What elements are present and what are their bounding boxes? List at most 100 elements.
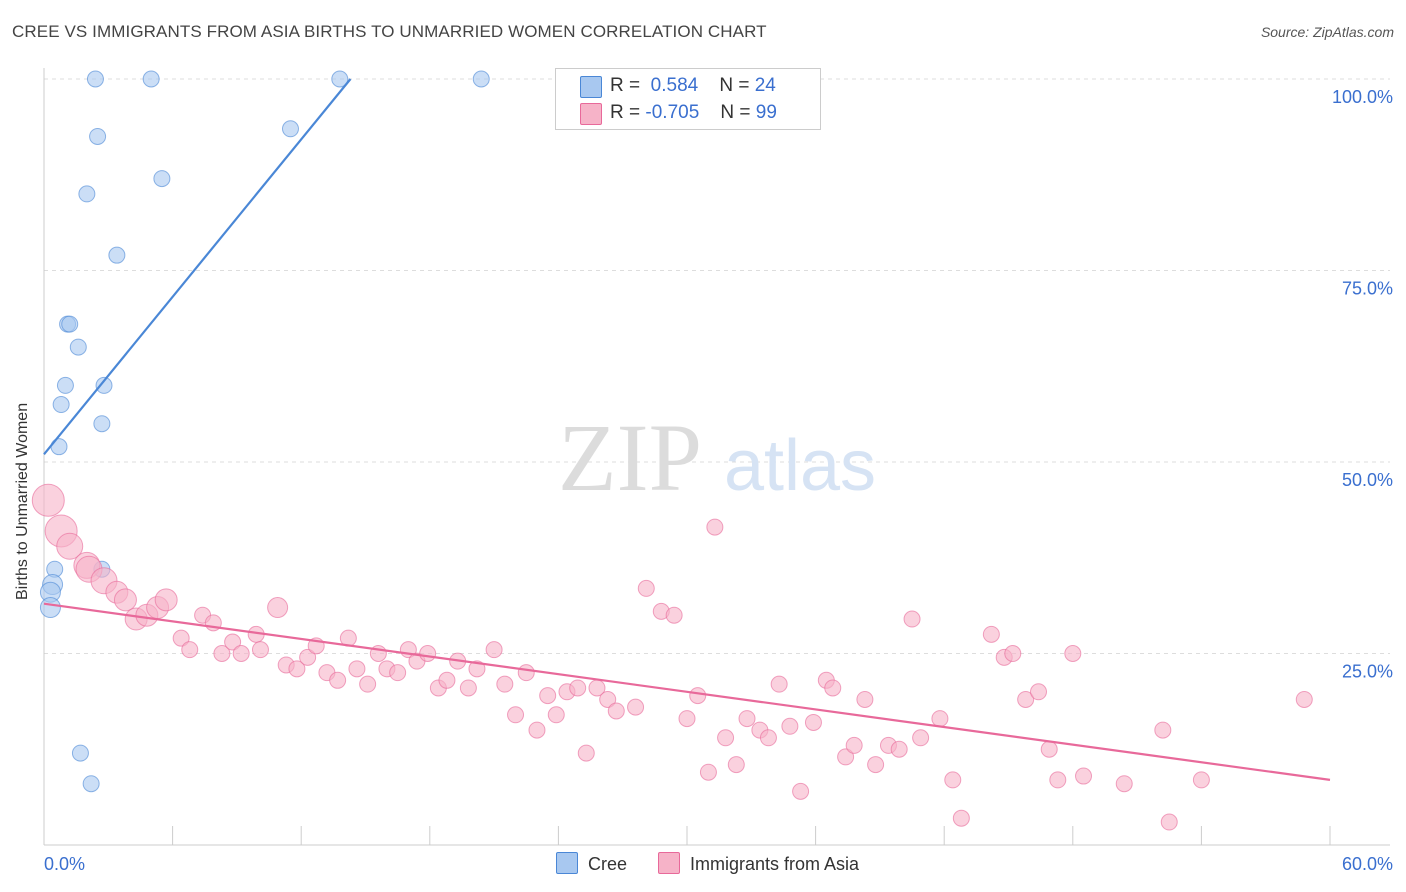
asia-point xyxy=(738,710,756,728)
asia-point xyxy=(665,606,683,624)
axes xyxy=(43,68,1390,846)
chart-title: CREE VS IMMIGRANTS FROM ASIA BIRTHS TO U… xyxy=(12,22,767,41)
cree-point xyxy=(331,70,349,88)
cree-trend-line xyxy=(43,78,352,456)
asia-point xyxy=(699,763,717,781)
legend-n-label: N = xyxy=(719,75,750,96)
legend-n-value-cree: 24 xyxy=(754,75,776,96)
legend-text-asia: R = -0.705 N = 99 xyxy=(610,102,777,124)
asia-trend-line xyxy=(43,602,1331,781)
asia-point xyxy=(867,756,885,774)
data-points xyxy=(31,70,1313,831)
cree-point xyxy=(39,597,61,619)
legend-text-cree: R = 0.584 N = 24 xyxy=(610,75,776,97)
asia-point xyxy=(389,664,407,682)
asia-point xyxy=(485,641,503,659)
legend-r-value-cree: 0.584 xyxy=(650,75,699,96)
asia-point xyxy=(890,740,908,758)
trend-lines xyxy=(43,78,1331,781)
asia-point xyxy=(717,729,735,747)
asia-point xyxy=(607,702,625,720)
asia-point xyxy=(792,782,810,800)
cree-point xyxy=(82,775,100,793)
asia-point xyxy=(804,713,822,731)
asia-point xyxy=(577,744,595,762)
asia-point xyxy=(1192,771,1210,789)
y-tick-label: 25.0% xyxy=(1342,662,1393,682)
asia-point xyxy=(468,660,486,678)
asia-point xyxy=(1064,645,1082,662)
bottom-legend-swatch-asia xyxy=(658,852,680,874)
legend-swatch-asia xyxy=(580,103,602,125)
x-tick-label-max: 60.0% xyxy=(1342,854,1393,874)
asia-point xyxy=(288,660,306,678)
asia-point xyxy=(496,675,514,693)
cree-point xyxy=(153,170,171,188)
x-tick-label-min: 0.0% xyxy=(44,854,85,874)
asia-point xyxy=(1049,771,1067,789)
asia-point xyxy=(299,648,317,666)
cree-point xyxy=(71,744,89,762)
asia-point xyxy=(689,687,707,705)
cree-point xyxy=(108,246,126,264)
asia-point xyxy=(438,671,456,689)
asia-point xyxy=(517,664,535,682)
asia-point xyxy=(856,690,874,708)
asia-point xyxy=(1017,690,1035,708)
asia-point xyxy=(539,687,557,705)
bottom-legend-swatch-cree xyxy=(556,852,578,874)
asia-point xyxy=(706,518,724,536)
y-tick-label: 75.0% xyxy=(1342,279,1393,299)
asia-point xyxy=(1115,775,1133,793)
legend-r-label: R = xyxy=(610,75,641,96)
cree-point xyxy=(52,396,70,414)
bottom-legend-label-asia: Immigrants from Asia xyxy=(690,854,860,874)
cree-point xyxy=(93,415,111,433)
cree-point xyxy=(281,120,299,138)
asia-point xyxy=(56,532,84,560)
cree-point xyxy=(89,127,107,145)
legend-n-label: N = xyxy=(720,102,751,123)
asia-point xyxy=(678,710,696,728)
cree-point xyxy=(56,376,74,394)
y-axis-label: Births to Unmarried Women xyxy=(14,402,31,600)
asia-point xyxy=(1030,683,1048,701)
y-tick-label: 100.0% xyxy=(1332,87,1393,107)
correlation-legend: R = 0.584 N = 24 R = -0.705 N = 99 xyxy=(555,68,821,130)
asia-point xyxy=(982,625,1000,643)
asia-point xyxy=(359,675,377,693)
legend-r-value-asia: -0.705 xyxy=(645,102,700,123)
watermark-zip: ZIP xyxy=(558,404,702,511)
source-label: Source: ZipAtlas.com xyxy=(1260,24,1394,40)
asia-point xyxy=(599,690,617,708)
asia-point xyxy=(419,645,437,662)
asia-point xyxy=(267,597,289,619)
asia-point xyxy=(727,756,745,774)
asia-point xyxy=(329,671,347,689)
asia-point xyxy=(113,588,137,612)
asia-point xyxy=(912,729,930,747)
asia-point xyxy=(1295,690,1313,708)
legend-n-value-asia: 99 xyxy=(755,102,777,123)
asia-point xyxy=(1040,740,1058,758)
y-tick-label: 50.0% xyxy=(1342,470,1393,490)
asia-point xyxy=(845,736,863,754)
asia-point xyxy=(172,629,190,647)
asia-point xyxy=(528,721,546,739)
asia-point xyxy=(903,610,921,628)
cree-point xyxy=(61,315,79,333)
cree-point xyxy=(78,185,96,203)
asia-point xyxy=(944,771,962,789)
asia-point xyxy=(837,748,855,766)
asia-point xyxy=(1160,813,1178,831)
asia-point xyxy=(547,706,565,724)
asia-point xyxy=(824,679,842,697)
asia-point xyxy=(1154,721,1172,739)
asia-point xyxy=(213,645,231,662)
cree-point xyxy=(69,338,87,356)
asia-point xyxy=(348,660,366,678)
gridlines xyxy=(44,78,1390,654)
asia-point xyxy=(1075,767,1093,785)
asia-point xyxy=(759,729,777,747)
